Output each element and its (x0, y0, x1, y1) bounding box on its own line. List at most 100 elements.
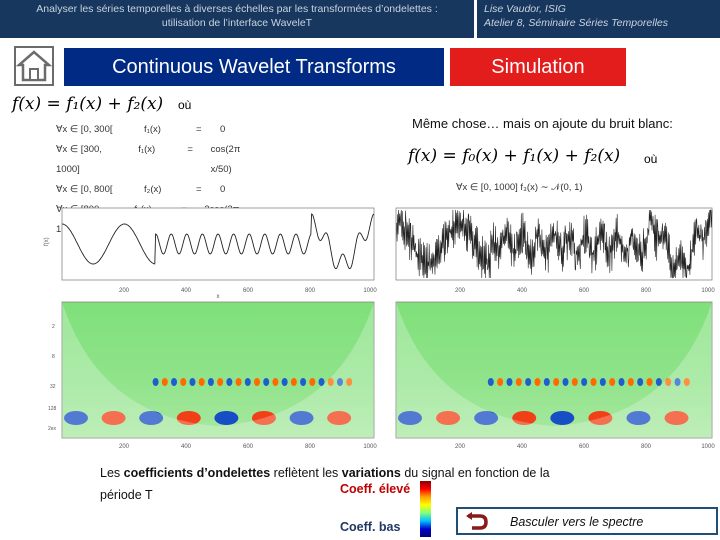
header-author: Lise Vaudor, ISIG (484, 3, 566, 15)
coefficient-blob (506, 378, 513, 386)
x-ticks: 200 400 600 800 1000 (119, 444, 377, 450)
eq: = (196, 184, 202, 195)
y-axis-label: f(x) (44, 237, 50, 246)
coefficient-blob (626, 411, 651, 425)
coefficient-blob (664, 411, 689, 425)
period-ticks: 2 8 32 128 2ex (48, 324, 57, 432)
val: cos(2π x/50) (210, 144, 241, 175)
x-tick: 1000 (701, 288, 715, 294)
coefficient-blob (655, 378, 662, 386)
coeff-high-label: Coeff. élevé (340, 482, 411, 496)
scalogram-right: 200 400 600 800 1000 (395, 301, 715, 450)
coefficient-blob (235, 378, 242, 386)
coefficient-blob (646, 378, 653, 386)
coefficient-blob (562, 378, 569, 386)
x-tick: 200 (455, 288, 466, 294)
left-condition-row: ∀x ∈ [300, 1000] f₁(x) = cos(2π x/50) (56, 140, 260, 180)
coefficient-blobs (64, 378, 353, 425)
header-bar: Analyser les séries temporelles à divers… (0, 0, 720, 38)
footer-explanation: Les coefficients d’ondelettes reflètent … (100, 463, 660, 505)
coefficient-blob (263, 378, 270, 386)
fn: f₂(x) (144, 184, 162, 195)
coefficient-blob (217, 378, 224, 386)
coefficient-blob (550, 411, 575, 425)
footer-line2: période T (100, 488, 153, 502)
cone-of-influence (62, 302, 374, 438)
x-tick: 400 (181, 288, 192, 294)
page-title: Continuous Wavelet Transforms (64, 48, 444, 86)
period-tick: 2ex (48, 426, 57, 432)
signal-plot-left: 200 400 600 800 1000 x f(x) (44, 207, 377, 298)
coefficient-blob (171, 378, 178, 386)
header-left: Analyser les séries temporelles à divers… (0, 2, 474, 30)
text: reflètent les (270, 466, 342, 480)
coefficient-blob (300, 378, 307, 386)
x-ticks: 200 400 600 800 1000 (455, 444, 715, 450)
cone-of-influence (396, 302, 712, 438)
left-condition-row: ∀x ∈ [0, 800[ f₂(x) = 0 (56, 180, 260, 200)
coefficient-blob (198, 378, 205, 386)
x-axis-label: x (217, 294, 220, 298)
period-tick: 128 (48, 406, 57, 412)
plot-frame (395, 207, 713, 281)
coefficient-blob (176, 411, 201, 425)
coefficient-blob (627, 378, 634, 386)
coefficient-blob (515, 378, 522, 386)
x-ticks: 200 400 600 800 1000 (119, 288, 377, 294)
left-main-equation: f(x) = f₁(x) + f₂(x) (12, 94, 164, 114)
header-title-line1: Analyser les séries temporelles à divers… (36, 3, 438, 15)
fn: f₁(x) (144, 124, 161, 135)
plot-frame (61, 207, 375, 281)
coefficient-blob (618, 378, 625, 386)
x-tick: 600 (243, 444, 254, 450)
cond: ∀x ∈ [0, 300[ (56, 124, 113, 135)
footer-line1: Les coefficients d’ondelettes reflètent … (100, 463, 660, 483)
coefficient-blob (581, 378, 588, 386)
x-ticks: 200 400 600 800 1000 (455, 288, 715, 294)
x-tick: 600 (579, 444, 590, 450)
signal-plot-right: 200 400 600 800 1000 (395, 207, 715, 294)
switch-label: Basculer vers le spectre (510, 515, 644, 529)
coefficient-blob (281, 378, 288, 386)
coefficient-blob (543, 378, 550, 386)
coefficient-blob (436, 411, 461, 425)
header-event: Atelier 8, Séminaire Séries Temporelles (484, 17, 669, 29)
period-tick: 2 (52, 324, 55, 330)
text: du signal en fonction de la (400, 466, 550, 480)
coefficient-blobs (398, 378, 690, 425)
x-tick: 800 (641, 288, 652, 294)
x-tick: 400 (181, 444, 192, 450)
x-tick: 800 (305, 288, 316, 294)
x-tick: 200 (119, 288, 130, 294)
header-right: Lise Vaudor, ISIG Atelier 8, Séminaire S… (484, 2, 668, 30)
right-main-equation: f(x) = f₀(x) + f₁(x) + f₂(x) (408, 146, 621, 166)
signal-line-noisy (395, 209, 713, 279)
coefficient-blob (189, 378, 196, 386)
text-bold: coefficients d’ondelettes (123, 466, 271, 480)
coefficient-blob (609, 378, 616, 386)
text: Les (100, 466, 124, 480)
switch-to-spectrum-button[interactable]: Basculer vers le spectre (456, 507, 718, 535)
coefficient-blob (637, 378, 644, 386)
x-tick: 800 (641, 444, 652, 450)
header-title-line2: utilisation de l’interface WaveleT (161, 17, 313, 29)
simulation-button[interactable]: Simulation (450, 48, 626, 86)
x-tick: 400 (517, 288, 528, 294)
coeff-low-label: Coeff. bas (340, 520, 401, 534)
scalogram-left: 2 8 32 128 2ex 200 400 600 800 1000 (48, 301, 377, 450)
coefficient-blob (599, 378, 606, 386)
text-bold: variations (341, 466, 401, 480)
fn: f₁(x) (138, 144, 156, 155)
coefficient-blob (525, 378, 532, 386)
home-button[interactable] (14, 46, 54, 86)
coefficient-blob (327, 378, 334, 386)
coefficient-blob (534, 378, 541, 386)
right-intro: Même chose… mais on ajoute du bruit blan… (412, 116, 673, 131)
coefficient-blob (683, 378, 690, 386)
coefficient-blob (318, 378, 325, 386)
val: 0 (220, 124, 226, 135)
period-tick: 8 (52, 354, 55, 360)
x-tick: 1000 (701, 444, 715, 450)
coefficient-blob (553, 378, 560, 386)
x-tick: 1000 (363, 288, 377, 294)
